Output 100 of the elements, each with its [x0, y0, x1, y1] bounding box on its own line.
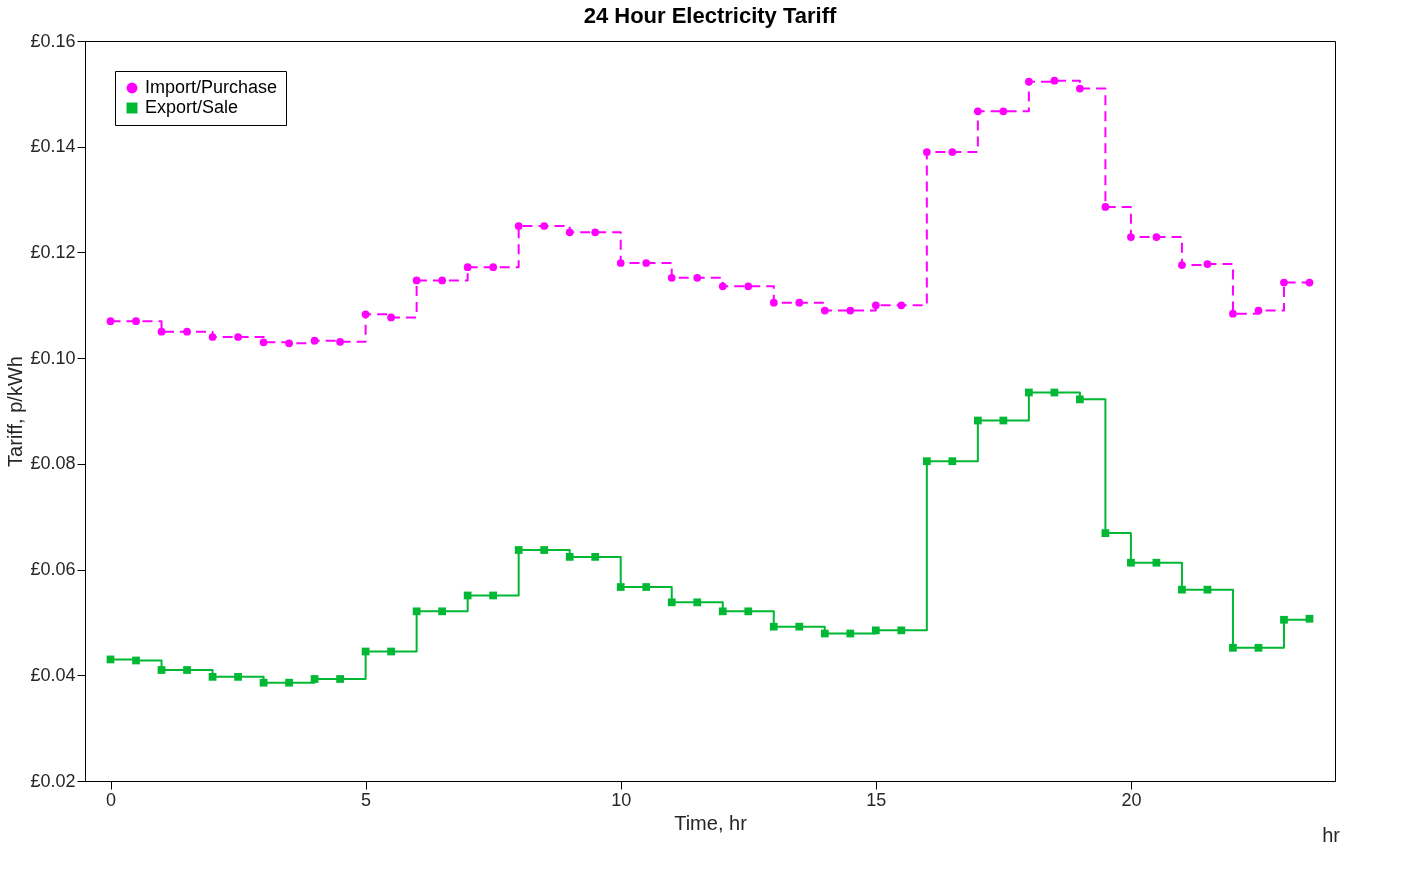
point	[1101, 203, 1110, 211]
x-tick-label: 5	[361, 789, 372, 810]
point	[157, 666, 166, 674]
point	[1050, 76, 1059, 85]
point	[1280, 615, 1288, 624]
point	[999, 416, 1008, 425]
point	[642, 259, 651, 267]
y-tick-label: £0.04	[30, 664, 76, 685]
point	[948, 457, 957, 466]
point	[693, 598, 702, 607]
point	[132, 317, 140, 326]
point	[820, 629, 829, 638]
point	[1076, 84, 1084, 93]
point	[463, 263, 472, 272]
point	[642, 583, 651, 591]
point	[1203, 585, 1212, 594]
point	[795, 298, 804, 307]
chart-title: 24 Hour Electricity Tariff	[583, 3, 837, 28]
point	[514, 222, 523, 230]
point	[1127, 233, 1135, 241]
point	[1127, 558, 1135, 567]
y-axis-title: Tariff, p/kWh	[4, 356, 27, 467]
point	[1101, 529, 1110, 537]
point	[846, 306, 855, 315]
x-tick-label: 20	[1121, 789, 1142, 810]
point	[1152, 233, 1161, 241]
point	[361, 310, 370, 319]
point	[489, 591, 498, 600]
y-tick-label: £0.08	[30, 453, 76, 474]
x-axis-title: Time, hr	[674, 811, 748, 834]
legend-label: Export/Sale	[145, 97, 239, 117]
point	[591, 553, 600, 561]
point	[540, 222, 549, 230]
y-tick-label: £0.10	[30, 347, 76, 368]
point	[234, 673, 242, 681]
point	[438, 276, 447, 285]
point	[1152, 558, 1161, 567]
point	[489, 263, 498, 272]
point	[1178, 261, 1186, 269]
y-tick-label: £0.06	[30, 559, 76, 580]
point	[285, 678, 293, 687]
point	[948, 148, 957, 156]
point	[438, 607, 447, 616]
point	[1203, 260, 1212, 268]
point	[667, 273, 676, 282]
point	[1229, 643, 1237, 652]
point	[973, 107, 982, 116]
point	[1254, 306, 1263, 315]
point	[1305, 278, 1314, 287]
y-tick-label: £0.12	[30, 241, 76, 262]
point	[565, 228, 574, 237]
point	[769, 298, 778, 307]
point	[234, 333, 242, 341]
point	[412, 607, 421, 616]
point	[1305, 614, 1314, 623]
point	[310, 675, 319, 683]
point	[285, 339, 293, 348]
point	[769, 622, 778, 631]
point	[667, 598, 676, 607]
point	[1178, 585, 1186, 594]
point	[973, 416, 982, 425]
x-tick-label: 10	[611, 789, 632, 810]
point	[744, 282, 753, 291]
point	[183, 327, 191, 336]
y-tick-label: £0.16	[30, 30, 76, 51]
point	[1280, 278, 1288, 287]
point	[999, 107, 1008, 116]
point	[259, 678, 268, 687]
point	[591, 228, 600, 237]
point	[820, 306, 829, 315]
x-tick-label: 15	[866, 789, 887, 810]
y-tick-label: £0.02	[30, 770, 76, 791]
point	[846, 629, 855, 638]
point	[616, 583, 625, 591]
point	[310, 336, 319, 345]
point	[259, 338, 268, 347]
point	[897, 626, 906, 635]
point	[540, 546, 549, 554]
point	[463, 591, 472, 600]
point	[897, 301, 906, 310]
point	[922, 148, 931, 156]
text: hr	[1322, 824, 1341, 846]
point	[183, 666, 191, 674]
legend-label: Import/Purchase	[145, 77, 278, 97]
point	[412, 276, 421, 285]
point	[795, 622, 804, 631]
point	[1025, 77, 1033, 86]
point	[1229, 309, 1237, 318]
point	[1076, 395, 1084, 404]
point	[871, 301, 880, 310]
point	[132, 656, 140, 665]
point	[693, 273, 702, 282]
point	[1254, 643, 1263, 652]
point	[922, 457, 931, 466]
point	[387, 313, 395, 322]
point	[744, 607, 753, 616]
x-tick-label: 0	[106, 789, 117, 810]
y-tick-label: £0.14	[30, 136, 76, 157]
point	[1025, 388, 1033, 397]
point	[871, 626, 880, 635]
